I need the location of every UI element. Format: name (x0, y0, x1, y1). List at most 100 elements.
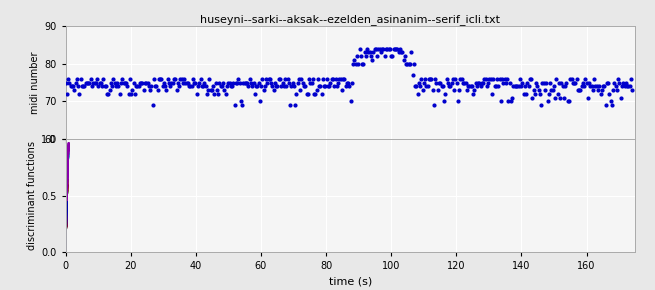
Point (473, 80, 483, 85)
Point (115, 92, 125, 96)
Point (551, 77, 561, 81)
Point (417, 88, 428, 93)
Point (426, 77, 437, 81)
Point (169, 77, 179, 81)
Point (454, 88, 464, 93)
Point (127, 88, 138, 93)
Point (349, 58, 360, 62)
Point (60, 80, 71, 85)
Point (411, 84, 422, 89)
Point (407, 73, 418, 77)
Point (352, 54, 362, 59)
Point (66, 84, 76, 89)
Point (204, 77, 215, 81)
Point (567, 80, 578, 85)
Point (607, 103, 617, 108)
Point (409, 61, 419, 66)
Point (299, 84, 309, 89)
Point (590, 84, 601, 89)
Point (198, 84, 208, 89)
Point (391, 46, 402, 51)
Point (240, 80, 251, 85)
Point (259, 84, 270, 89)
Point (599, 84, 610, 89)
Point (250, 92, 260, 96)
Point (218, 80, 229, 85)
Point (212, 88, 222, 93)
Point (280, 77, 290, 81)
Point (263, 77, 274, 81)
Point (331, 84, 342, 89)
Point (447, 80, 457, 85)
Point (350, 61, 361, 66)
Point (610, 84, 621, 89)
Point (481, 77, 491, 81)
Point (156, 77, 166, 81)
Point (293, 77, 304, 81)
Point (322, 77, 332, 81)
Point (337, 88, 347, 93)
Point (93, 84, 103, 89)
Point (165, 84, 176, 89)
Point (175, 77, 185, 81)
Point (601, 80, 612, 85)
Point (215, 84, 226, 89)
Point (574, 88, 584, 93)
Point (512, 84, 523, 89)
Point (510, 84, 520, 89)
Point (68, 84, 79, 89)
Point (466, 84, 477, 89)
Point (170, 77, 181, 81)
Point (430, 77, 440, 81)
Point (184, 84, 195, 89)
Point (571, 77, 582, 81)
Point (608, 88, 618, 93)
Point (560, 84, 571, 89)
Point (90, 80, 101, 85)
Point (388, 46, 399, 51)
Point (488, 77, 498, 81)
Point (132, 84, 143, 89)
Point (561, 80, 572, 85)
Point (530, 92, 540, 96)
Point (319, 84, 329, 89)
Point (292, 80, 303, 85)
Point (240, 80, 250, 85)
Point (143, 84, 154, 89)
Point (537, 80, 548, 85)
Point (487, 92, 497, 96)
Point (394, 50, 404, 55)
Point (138, 88, 149, 93)
Point (320, 84, 331, 89)
Point (206, 88, 217, 93)
Point (439, 99, 449, 104)
Point (484, 77, 495, 81)
Point (468, 92, 478, 96)
Point (624, 84, 635, 89)
Point (588, 88, 598, 93)
Point (459, 80, 470, 85)
Point (285, 103, 295, 108)
Point (549, 84, 559, 89)
Point (208, 84, 218, 89)
Point (365, 54, 376, 59)
Point (238, 80, 249, 85)
Point (328, 77, 338, 81)
Point (269, 88, 279, 93)
Point (368, 50, 379, 55)
Point (521, 92, 531, 96)
Point (627, 88, 637, 93)
Point (495, 77, 505, 81)
Point (604, 92, 614, 96)
Point (403, 61, 414, 66)
Point (491, 84, 501, 89)
Point (601, 103, 611, 108)
Point (140, 80, 150, 85)
Point (538, 80, 549, 85)
Point (425, 77, 436, 81)
Point (397, 50, 407, 55)
Point (429, 103, 440, 108)
Point (224, 80, 234, 85)
Point (358, 61, 369, 66)
Point (609, 80, 620, 85)
